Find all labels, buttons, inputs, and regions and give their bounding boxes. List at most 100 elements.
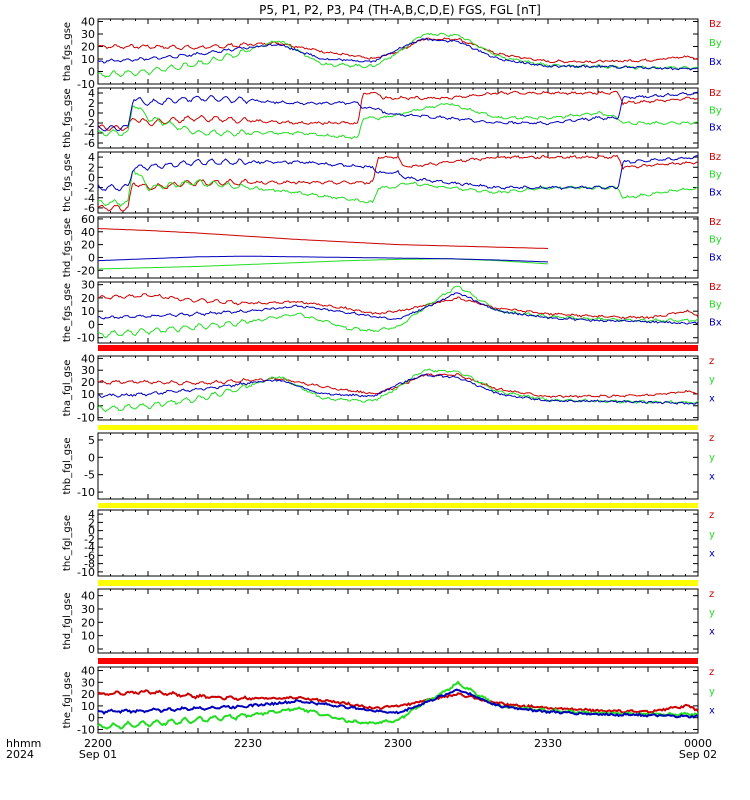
y-tick-label: 10 bbox=[81, 700, 95, 713]
panel-thb_fgs_gse: -6-4-2024 thb_fgs_gse Bz By Bx bbox=[62, 87, 722, 150]
legend-entry: z bbox=[709, 510, 714, 521]
y-tick-label: -4 bbox=[84, 192, 95, 205]
y-tick-label: 0 bbox=[88, 400, 95, 413]
y-axis-label: thc_fgs_gse bbox=[62, 153, 73, 212]
y-tick-label: 5 bbox=[88, 434, 95, 447]
legend-entry: z bbox=[709, 356, 714, 367]
y-tick-label: -10 bbox=[77, 78, 95, 91]
y-axis-label: thc_fgl_gse bbox=[62, 515, 73, 571]
x-tick-label: 2230 bbox=[234, 737, 262, 750]
separator-bar bbox=[98, 580, 698, 586]
separator-bar bbox=[98, 503, 698, 508]
series-line-Bx bbox=[97, 292, 699, 325]
legend-entry: x bbox=[709, 549, 715, 560]
legend-entry: Bx bbox=[709, 317, 722, 328]
x-tick-date-label: Sep 01 bbox=[79, 748, 117, 761]
x-tick-label: 2300 bbox=[384, 737, 412, 750]
y-tick-label: 20 bbox=[81, 688, 95, 701]
time-axis-row2-label: 2024 bbox=[6, 748, 34, 761]
y-tick-label: 40 bbox=[81, 665, 95, 678]
y-tick-label: 2 bbox=[88, 516, 95, 529]
legend-entry: Bz bbox=[709, 152, 721, 163]
series-line-z bbox=[97, 689, 699, 714]
legend-entry: y bbox=[709, 375, 715, 386]
y-tick-label: -4 bbox=[84, 541, 95, 554]
y-tick-label: 4 bbox=[88, 508, 95, 521]
legend-entry: Bz bbox=[709, 88, 721, 99]
panel-thb_fgl_gse: -10 -5 0 5 thb_fgl_gse zyx bbox=[62, 432, 715, 500]
y-tick-label: 40 bbox=[81, 590, 95, 603]
series-line-x bbox=[97, 688, 699, 719]
legend-entry: y bbox=[709, 686, 715, 697]
legend-entry: Bx bbox=[709, 57, 722, 68]
legend-entry: y bbox=[709, 608, 715, 619]
legend-entry: z bbox=[709, 589, 714, 600]
series-line-By bbox=[98, 258, 549, 270]
x-tick-label: 0000 bbox=[684, 737, 712, 750]
panel-frame bbox=[97, 509, 699, 577]
legend-entry: By bbox=[709, 235, 722, 246]
separator-bar bbox=[98, 658, 698, 664]
y-axis-label: tha_fgs_gse bbox=[62, 22, 73, 81]
x-tick-label: 2330 bbox=[534, 737, 562, 750]
y-tick-label: -10 bbox=[77, 332, 95, 345]
y-tick-label: -5 bbox=[84, 469, 95, 482]
y-axis-label: thb_fgs_gse bbox=[62, 88, 73, 147]
y-tick-label: 30 bbox=[81, 28, 95, 41]
separator-bar bbox=[98, 425, 698, 430]
y-tick-label: 20 bbox=[81, 41, 95, 54]
series-line-Bx bbox=[97, 91, 699, 132]
y-tick-label: 0 bbox=[88, 643, 95, 656]
y-tick-label: -10 bbox=[77, 486, 95, 499]
legend-entry: Bz bbox=[709, 217, 721, 228]
series-line-By bbox=[97, 102, 699, 140]
series-line-x bbox=[97, 373, 699, 405]
series-line-Bz bbox=[97, 90, 699, 131]
series-line-z bbox=[97, 372, 699, 399]
legend-entry: x bbox=[709, 472, 715, 483]
legend-entry: By bbox=[709, 38, 722, 49]
y-tick-label: -2 bbox=[84, 533, 95, 546]
y-tick-label: 30 bbox=[81, 364, 95, 377]
legend-entry: By bbox=[709, 105, 722, 116]
y-axis-label: thd_fgl_gse bbox=[62, 593, 73, 650]
series-line-Bz bbox=[98, 228, 549, 249]
y-axis-label: the_fgl_gse bbox=[62, 672, 73, 729]
y-tick-label: 20 bbox=[81, 239, 95, 252]
y-tick-label: 0 bbox=[88, 712, 95, 725]
y-tick-label: 10 bbox=[81, 630, 95, 643]
y-tick-label: -10 bbox=[77, 723, 95, 736]
y-tick-label: -10 bbox=[77, 412, 95, 425]
series-line-y bbox=[97, 680, 699, 730]
y-tick-label: 0 bbox=[88, 171, 95, 184]
y-tick-label: 0 bbox=[88, 318, 95, 331]
series-line-Bz bbox=[97, 293, 699, 320]
y-tick-label: 40 bbox=[81, 226, 95, 239]
legend-entry: x bbox=[709, 706, 715, 717]
y-tick-label: 0 bbox=[88, 66, 95, 79]
x-tick-date-label: Sep 02 bbox=[679, 748, 717, 761]
panel-frame bbox=[97, 666, 699, 734]
series-line-Bx bbox=[97, 155, 699, 192]
series-line-Bz bbox=[97, 154, 699, 212]
legend-entry: z bbox=[709, 433, 714, 444]
legend-entry: Bx bbox=[709, 123, 722, 134]
y-tick-label: 0 bbox=[88, 251, 95, 264]
legend-entry: Bz bbox=[709, 282, 721, 293]
time-axis-row1-label: hhmm bbox=[6, 737, 41, 750]
legend-entry: x bbox=[709, 626, 715, 637]
series-line-Bx bbox=[97, 37, 699, 71]
legend-entry: Bx bbox=[709, 252, 722, 263]
y-tick-label: -20 bbox=[77, 264, 95, 277]
panel-frame bbox=[97, 355, 699, 421]
y-tick-label: -6 bbox=[84, 137, 95, 150]
y-axis-label: the_fgs_gse bbox=[62, 283, 73, 342]
y-tick-label: 30 bbox=[81, 279, 95, 292]
x-tick-label: 2200 bbox=[84, 737, 112, 750]
y-tick-label: -6 bbox=[84, 202, 95, 215]
y-tick-label: 30 bbox=[81, 603, 95, 616]
